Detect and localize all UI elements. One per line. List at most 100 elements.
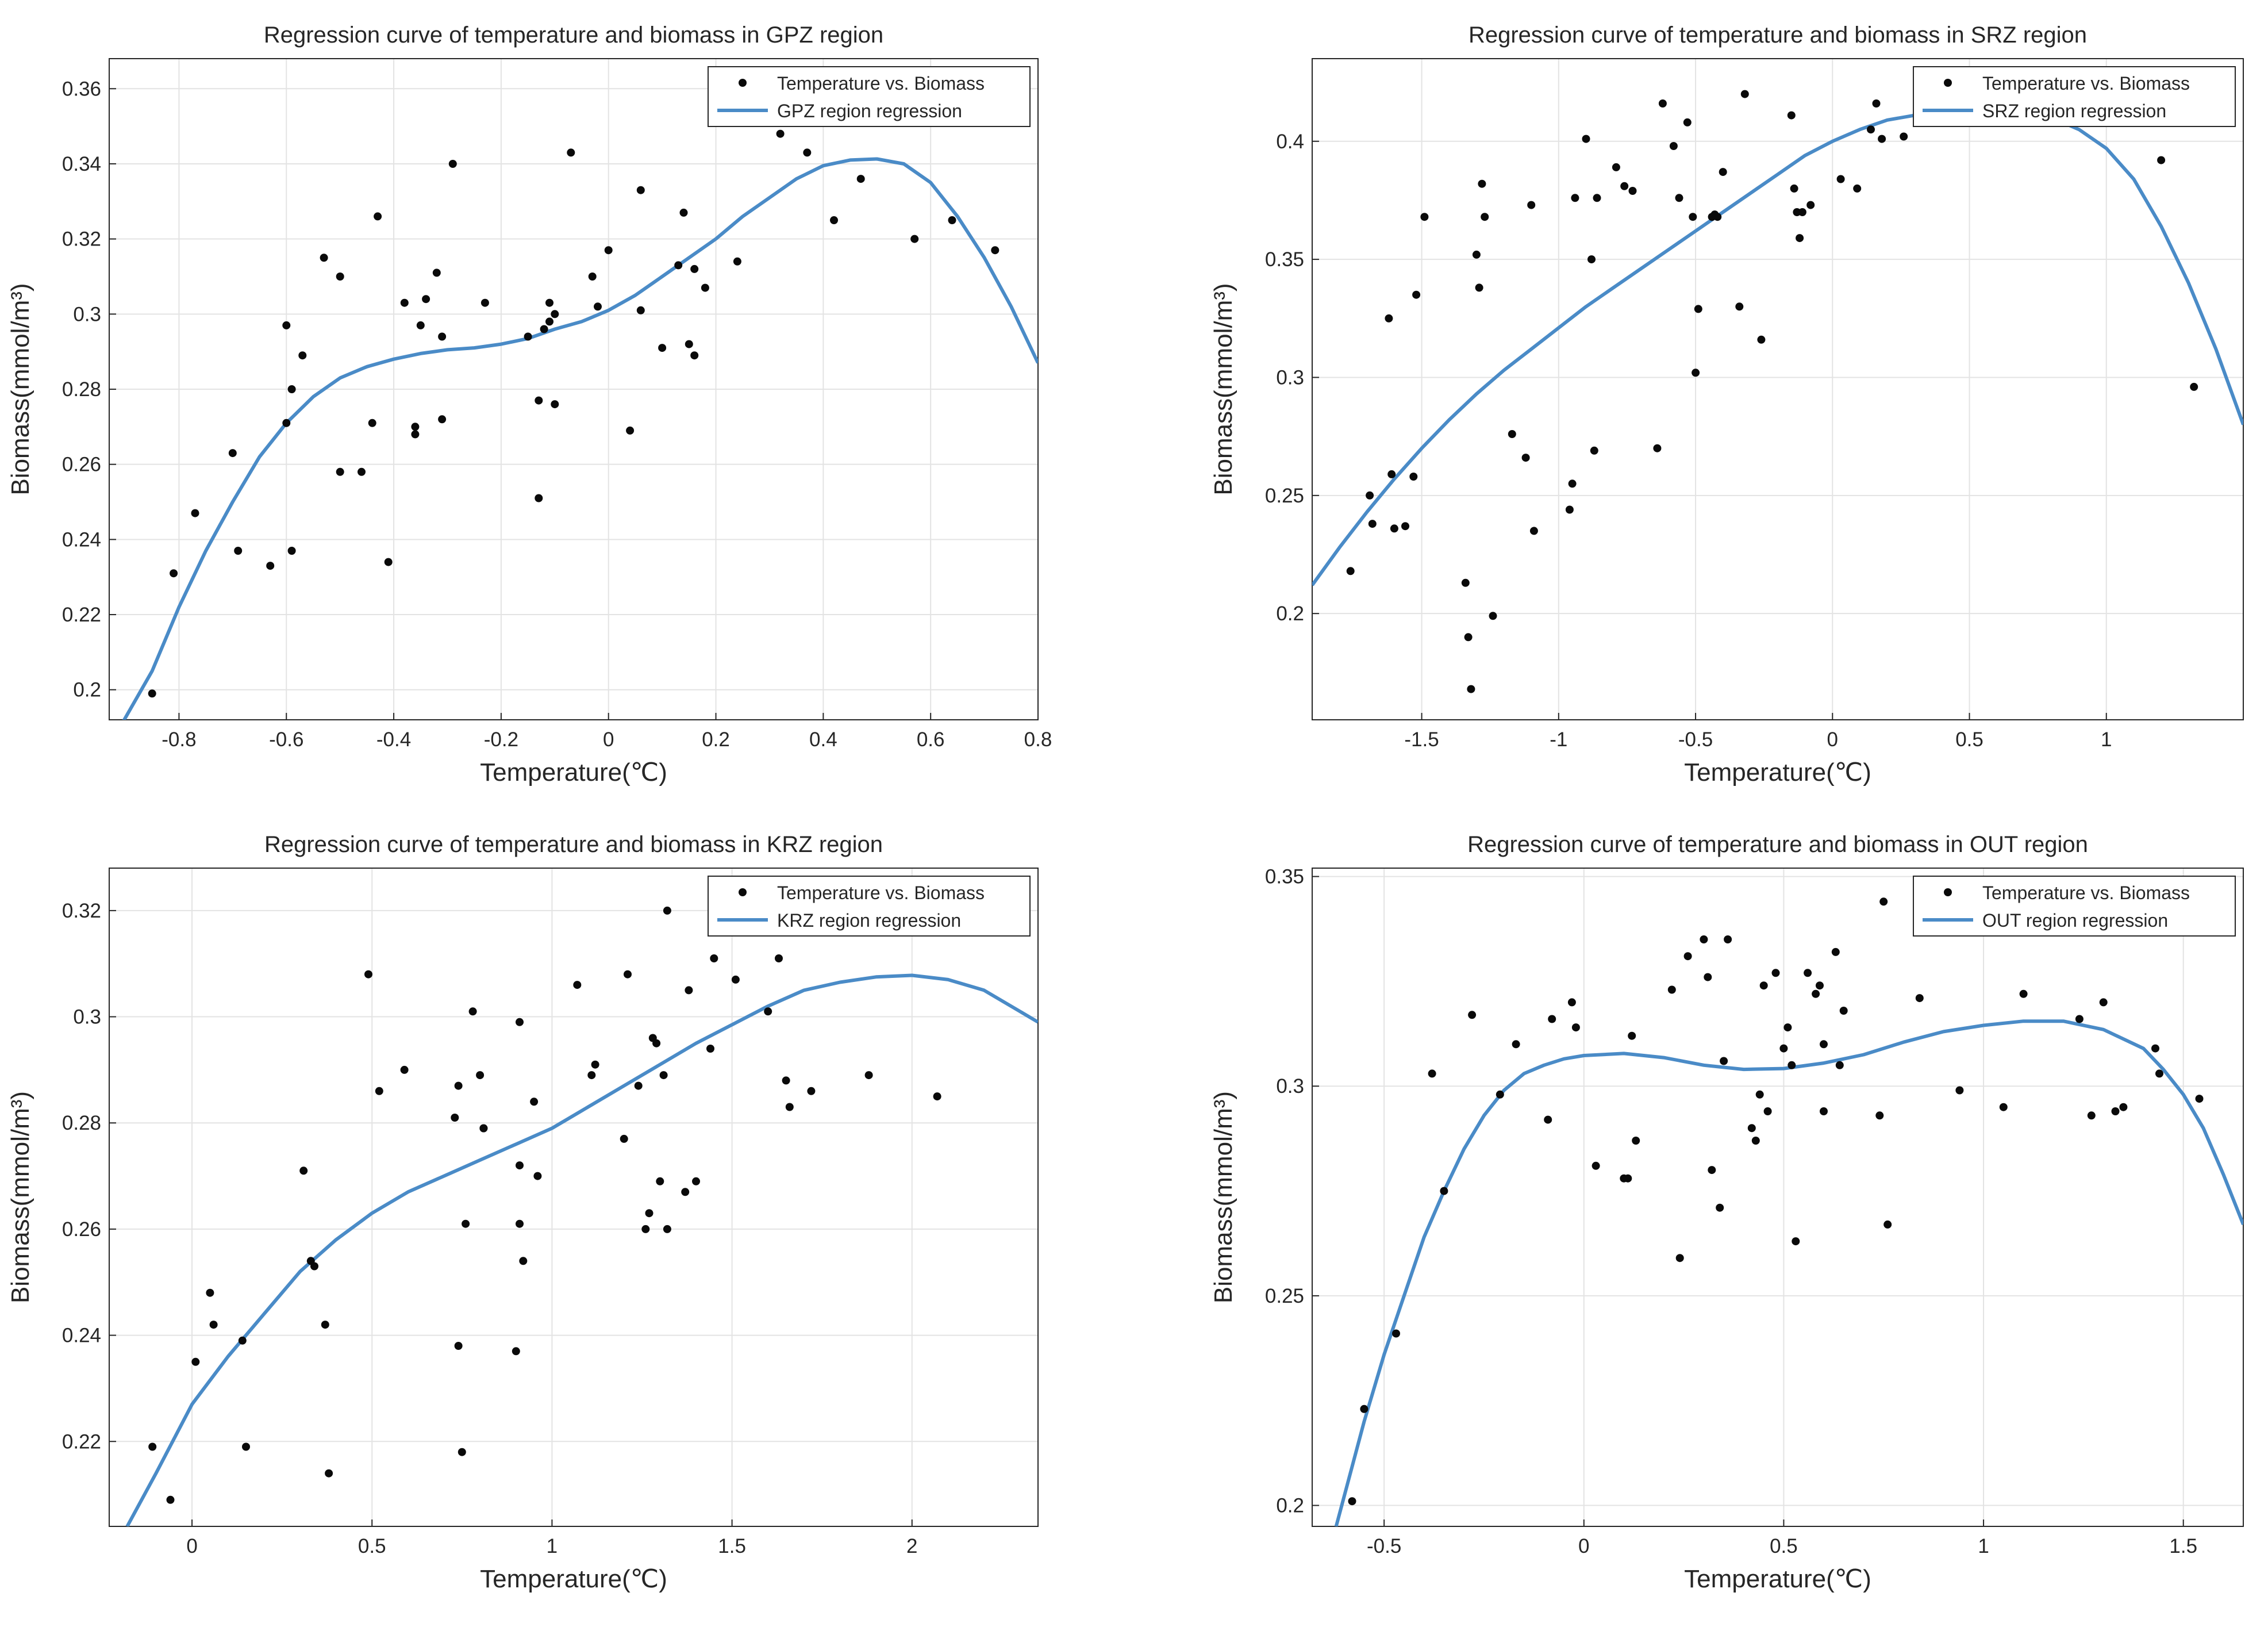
srz-data-point [1412,290,1421,299]
out-data-point [1831,947,1840,956]
gpz-y-tick-label: 0.24 [62,528,101,551]
gpz-data-point [910,235,919,243]
krz-data-point [519,1257,528,1265]
srz-x-tick-label: 1 [2101,728,2112,751]
krz-data-point [710,954,718,962]
krz-legend-label-regression: KRZ region regression [777,910,961,931]
gpz-data-point [266,562,275,570]
gpz-data-point [948,216,956,224]
gpz-data-point [594,302,602,311]
krz-chart: 0 0.5 1 1.5 2 0.22 0.24 0.26 0.28 0.3 0.32 Regressi… [6,832,1039,1593]
krz-data-point [454,1342,463,1350]
gpz-data-point [636,306,645,314]
out-x-tick-label: 1 [1978,1535,1989,1557]
srz-y-tick-label: 0.2 [1276,603,1304,625]
krz-data-point [364,970,372,978]
out-data-point [1751,1137,1760,1145]
gpz-data-point [803,148,812,157]
srz-data-point [1401,522,1409,531]
gpz-data-point [422,295,430,304]
srz-data-point [1409,473,1418,481]
srz-data-point [1872,99,1881,108]
out-data-point [2099,998,2108,1007]
gpz-data-point [551,310,559,319]
gpz-data-point [438,332,447,341]
srz-data-point [1658,99,1667,108]
srz-data-point [1366,491,1374,500]
gpz-data-point [411,430,420,439]
srz-data-point [1719,168,1727,176]
out-regression-line [1334,1019,2243,1526]
out-data-point [1428,1069,1436,1078]
srz-data-point [2157,156,2166,164]
gpz-data-point [282,419,291,427]
gpz-y-axis-label: Biomass(mmol/m³) [6,283,34,495]
srz-data-point [1568,479,1577,488]
gpz-data-point [448,160,457,168]
gpz-x-tick-label: -0.8 [162,728,196,751]
srz-data-point [1790,184,1798,193]
out-legend: Temperature vs. Biomass OUT region regres… [1913,876,2236,937]
srz-data-point [1593,194,1601,202]
krz-data-point [706,1045,714,1053]
out-x-tick-label: 0 [1578,1535,1589,1557]
srz-data-point [1796,234,1804,243]
out-data-point [1512,1040,1520,1049]
srz-data-point [1740,90,1749,98]
krz-y-tick-label: 0.32 [62,900,101,922]
krz-data-point [479,1124,488,1133]
gpz-data-point [535,396,543,405]
srz-data-point [1582,135,1590,143]
gpz-x-tick-label: 0.4 [809,728,837,751]
out-data-point [1999,1103,2008,1111]
out-data-point [1440,1187,1448,1195]
srz-x-tick-label: -0.5 [1678,728,1713,751]
gpz-data-point [679,208,688,217]
gpz-y-tick-label: 0.26 [62,454,101,476]
krz-data-point [634,1081,643,1090]
gpz-x-tick-label: 0.8 [1024,728,1052,751]
srz-data-point [1571,194,1579,202]
srz-axes-box [1312,58,2244,720]
gpz-x-tick-label: -0.6 [269,728,303,751]
gpz-data-point [830,216,838,224]
srz-data-point [1527,201,1536,209]
out-data-point [1755,1090,1764,1099]
out-data-layer [1334,897,2243,1526]
krz-data-point [238,1336,247,1345]
out-y-tick-label: 0.3 [1276,1075,1304,1098]
srz-x-tick-label: -1 [1550,728,1567,751]
gpz-data-point [588,273,597,281]
gpz-data-point [636,186,645,194]
gpz-data-point [384,558,393,566]
out-data-point [2019,989,2028,998]
srz-legend: Temperature vs. Biomass SRZ region regres… [1913,66,2236,127]
srz-legend-marker-dot [1944,79,1952,87]
out-data-point [1548,1015,1556,1023]
krz-data-point [516,1161,524,1170]
srz-data-point [1787,111,1796,120]
gpz-data-point [701,283,709,292]
srz-data-point [1713,213,1722,221]
krz-data-point [458,1448,466,1456]
srz-x-tick-label: 0 [1827,728,1838,751]
out-legend-box [1913,876,2236,937]
krz-data-point [476,1071,485,1080]
srz-data-point [1565,505,1574,514]
srz-data-point [2190,382,2198,391]
gpz-data-point [368,419,376,427]
krz-x-axis-label: Temperature(℃) [480,1565,667,1593]
out-data-point [1704,973,1712,981]
out-data-point [1839,1007,1848,1015]
out-data-point [1720,1057,1728,1065]
out-y-axis-label: Biomass(mmol/m³) [1209,1091,1237,1303]
out-data-point [1788,1061,1796,1069]
out-data-point [2111,1107,2120,1115]
out-y-tick-label: 0.35 [1265,866,1304,888]
krz-data-point [468,1007,477,1016]
krz-data-point [533,1172,542,1180]
krz-data-point [663,1225,671,1233]
krz-legend: Temperature vs. Biomass KRZ region regres… [708,876,1031,937]
